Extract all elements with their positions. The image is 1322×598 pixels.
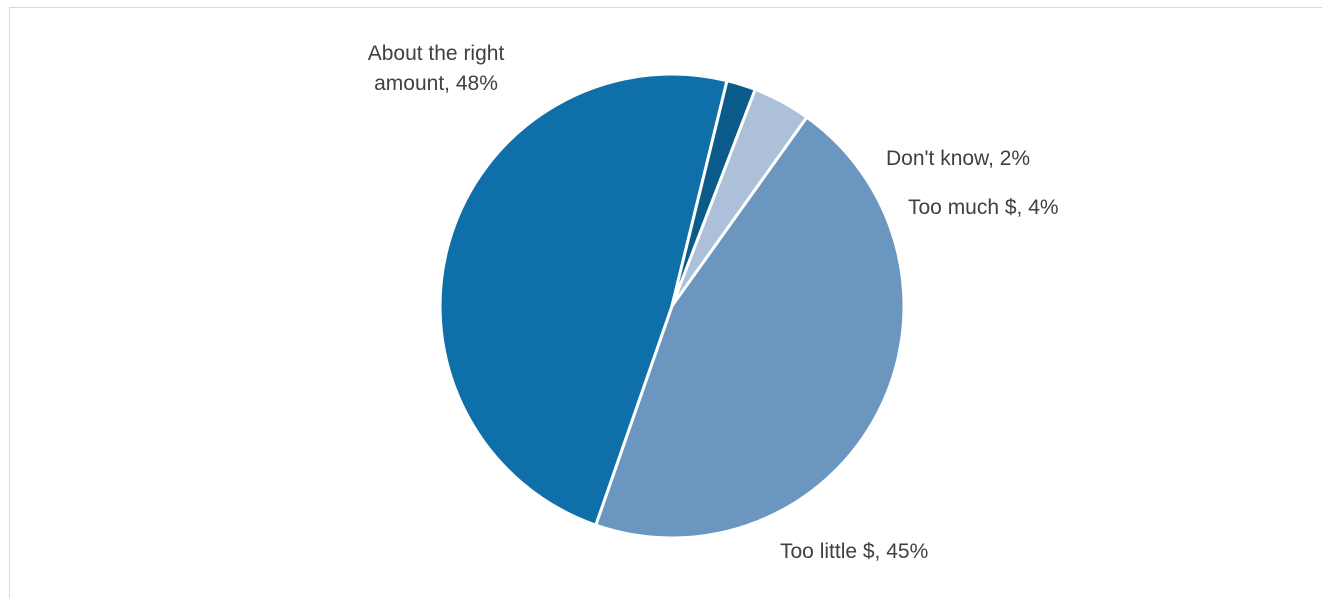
slice-labels: Too much $, 4% Too little $, 45% About the… xyxy=(368,42,1059,563)
slice-label-line: About the right xyxy=(368,42,505,65)
pie-slice-don-t-know xyxy=(670,79,757,308)
slice-label-line: amount, 48% xyxy=(374,72,498,95)
pie-slices xyxy=(438,72,906,540)
pie-slice-too-little xyxy=(594,115,906,540)
slice-label-too-much: Too much $, 4% xyxy=(908,196,1059,219)
chart-frame xyxy=(9,7,1322,598)
pie-slice-about-the-right-amount xyxy=(438,72,729,527)
slice-label-about-the-right-amount: About the right amount, 48% xyxy=(368,42,505,95)
slice-label-don-t-know: Don't know, 2% xyxy=(886,147,1030,170)
slice-label-too-little: Too little $, 45% xyxy=(780,540,928,563)
